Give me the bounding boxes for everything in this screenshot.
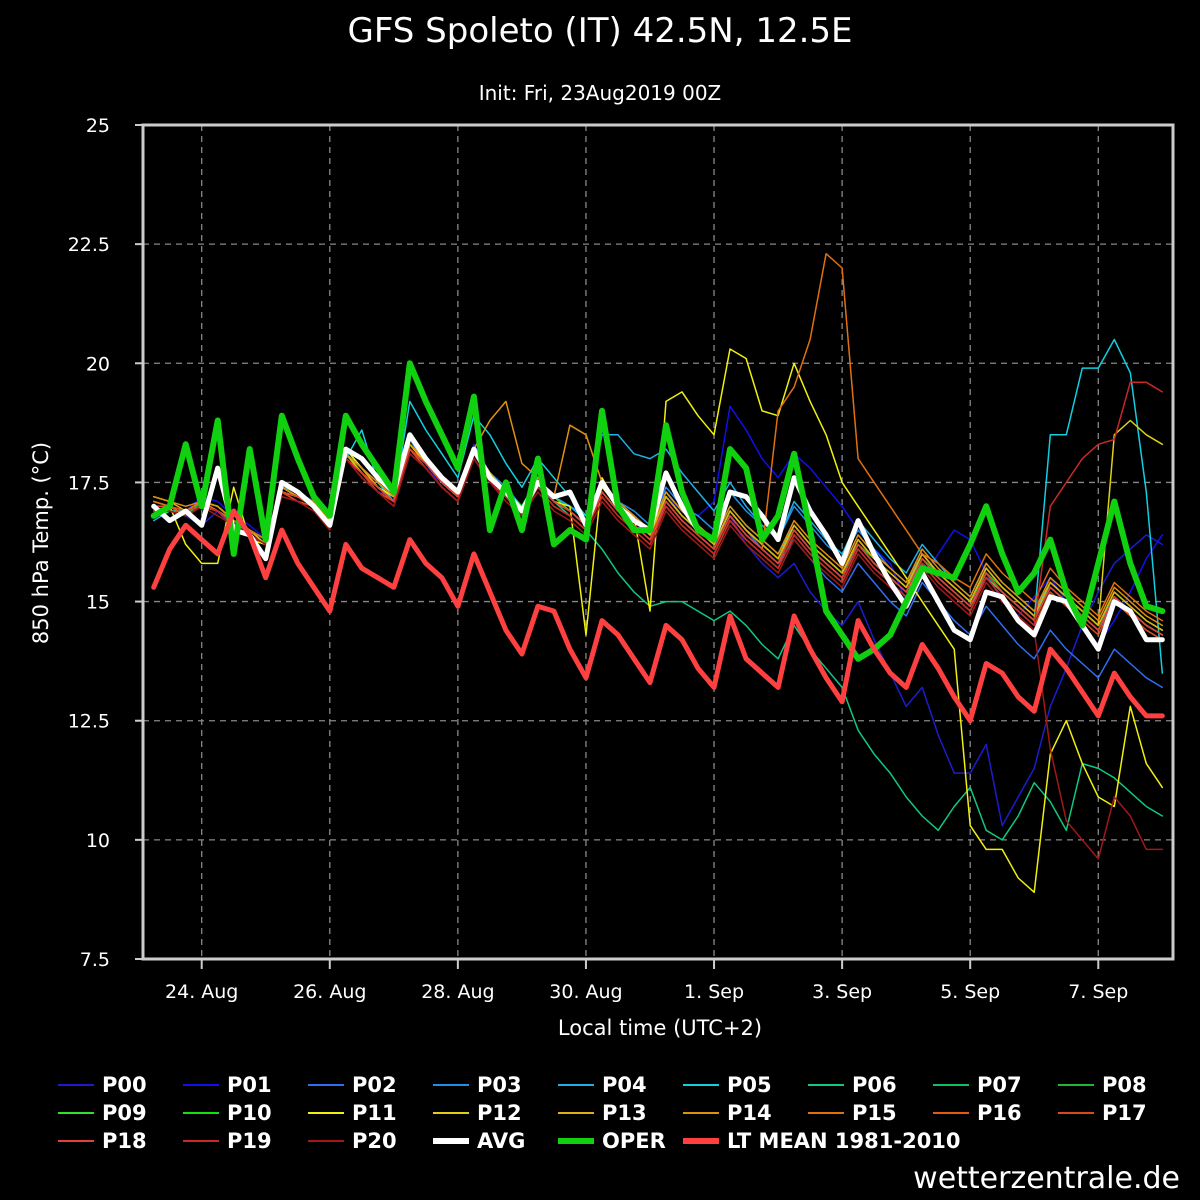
legend-label-p06: P06 — [852, 1073, 897, 1097]
legend-label-p19: P19 — [227, 1129, 272, 1153]
x-tick-label: 5. Sep — [940, 981, 1000, 1003]
series-line-avg — [151, 432, 1165, 652]
legend-label-avg: AVG — [477, 1129, 525, 1153]
legend-label-p16: P16 — [977, 1101, 1022, 1125]
legend-label-p12: P12 — [477, 1101, 522, 1125]
legend-label-p00: P00 — [102, 1073, 147, 1097]
x-tick-label: 1. Sep — [684, 981, 744, 1003]
legend-label-p02: P02 — [352, 1073, 397, 1097]
y-tick-label: 22.5 — [68, 234, 110, 256]
legend-label-p17: P17 — [1102, 1101, 1147, 1125]
y-tick-label: 20 — [86, 353, 110, 375]
legend-label-p09: P09 — [102, 1101, 147, 1125]
legend-label-p18: P18 — [102, 1129, 147, 1153]
x-tick-label: 30. Aug — [549, 981, 622, 1003]
legend-label-p08: P08 — [1102, 1073, 1147, 1097]
plot-frame — [141, 123, 1175, 961]
chart-subtitle: Init: Fri, 23Aug2019 00Z — [479, 81, 722, 105]
legend-label-p01: P01 — [227, 1073, 272, 1097]
legend-label-p13: P13 — [602, 1101, 647, 1125]
legend-label-p10: P10 — [227, 1101, 272, 1125]
y-tick-label: 15 — [86, 592, 110, 614]
x-axis-label: Local time (UTC+2) — [558, 1016, 762, 1040]
x-tick-label: 7. Sep — [1068, 981, 1128, 1003]
legend-label-p11: P11 — [352, 1101, 397, 1125]
credit-text: wetterzentrale.de — [913, 1161, 1180, 1196]
grid — [143, 125, 1173, 959]
x-tick-label: 24. Aug — [165, 981, 238, 1003]
y-tick-label: 25 — [86, 115, 110, 137]
series-line-oper — [150, 360, 1166, 662]
legend: P00 P01 P02 P03 P04 P05 P06 P07 P08 P09 P10 P11 P12 P… — [58, 1073, 1147, 1153]
y-tick-label: 12.5 — [68, 711, 110, 733]
x-tick-label: 28. Aug — [421, 981, 494, 1003]
y-axis-ticks: 7.5 10 12.5 15 17.5 20 22.5 25 — [68, 115, 143, 971]
y-axis-label: 850 hPa Temp. (°C) — [29, 442, 53, 644]
y-tick-label: 7.5 — [80, 949, 110, 971]
chart-title: GFS Spoleto (IT) 42.5N, 12.5E — [347, 11, 852, 51]
legend-label-lt-mean-1981-2010: LT MEAN 1981-2010 — [727, 1129, 961, 1153]
legend-label-p05: P05 — [727, 1073, 772, 1097]
legend-label-p04: P04 — [602, 1073, 647, 1097]
x-tick-label: 3. Sep — [812, 981, 872, 1003]
legend-label-p07: P07 — [977, 1073, 1022, 1097]
x-axis-ticks: 24. Aug 26. Aug 28. Aug 30. Aug 1. Sep 3. Sep… — [165, 959, 1128, 1003]
x-tick-label: 26. Aug — [293, 981, 366, 1003]
y-tick-label: 17.5 — [68, 472, 110, 494]
legend-label-p14: P14 — [727, 1101, 772, 1125]
legend-label-p20: P20 — [352, 1129, 397, 1153]
legend-label-p15: P15 — [852, 1101, 897, 1125]
y-tick-label: 10 — [86, 830, 110, 852]
series-line-p15 — [152, 252, 1164, 622]
series-line-lt-mean-1981-2010 — [151, 508, 1165, 724]
series-line-p14 — [152, 400, 1164, 627]
series-lines — [150, 252, 1166, 894]
legend-label-p03: P03 — [477, 1073, 522, 1097]
legend-label-oper: OPER — [602, 1129, 666, 1153]
